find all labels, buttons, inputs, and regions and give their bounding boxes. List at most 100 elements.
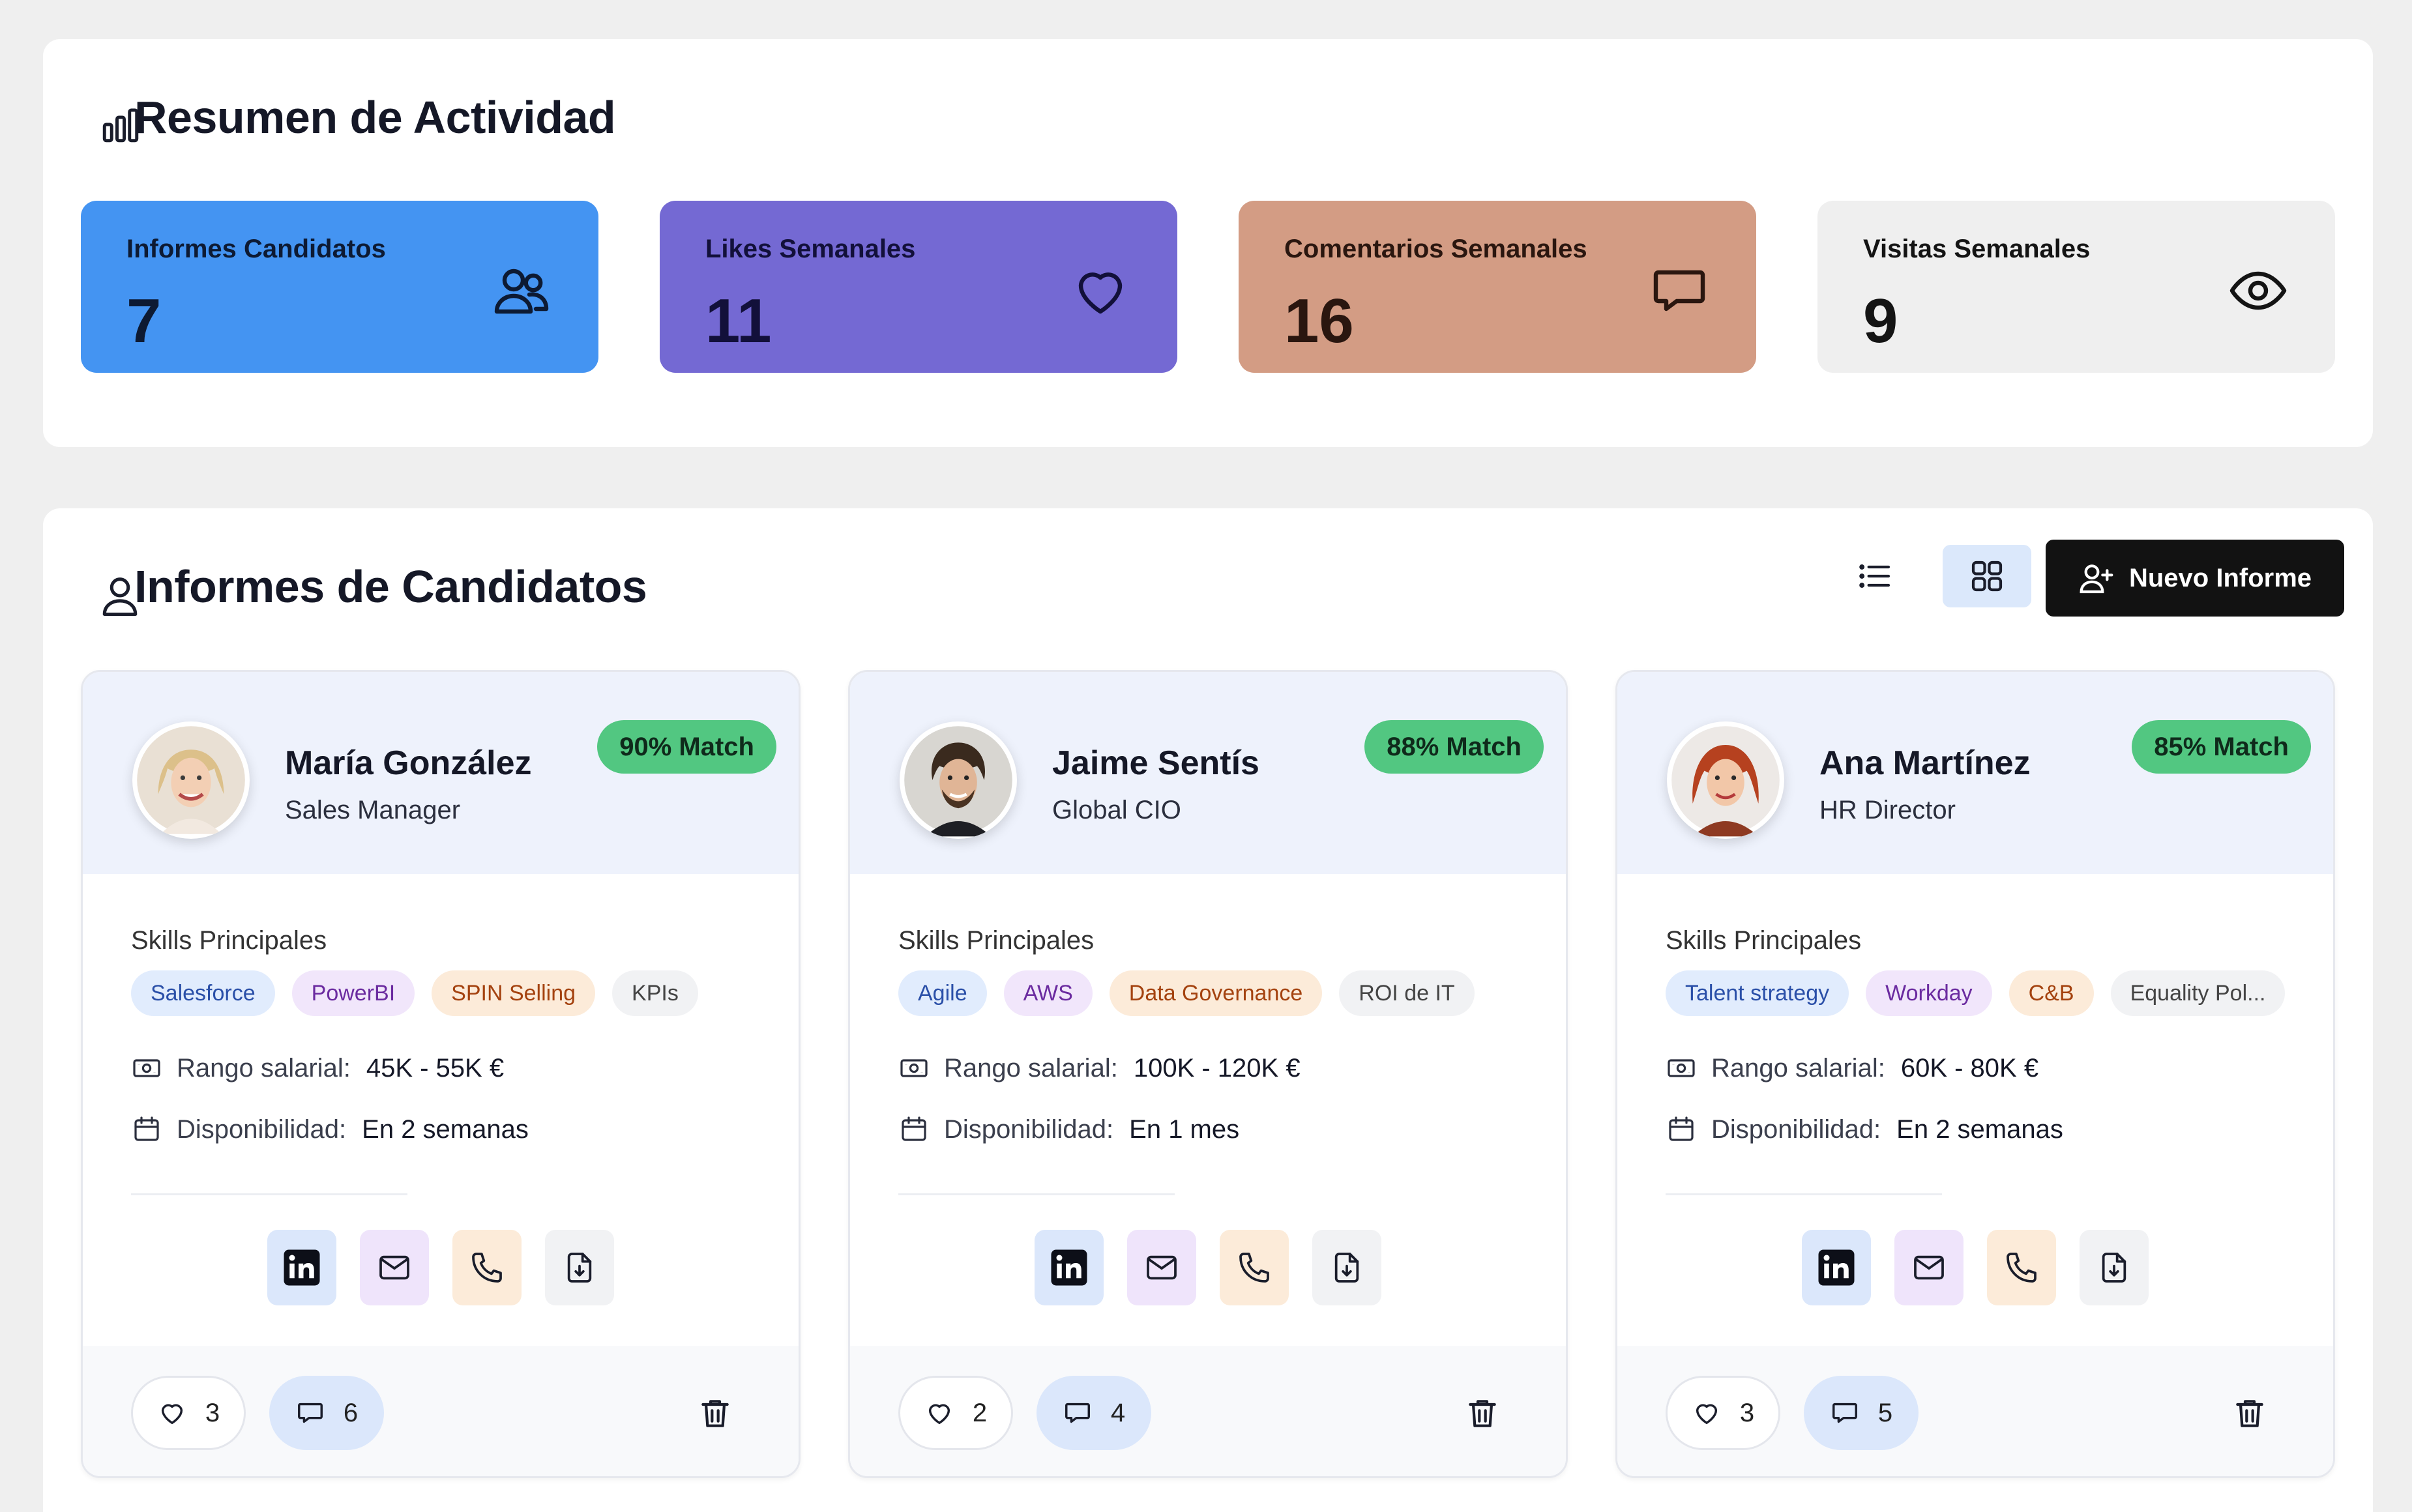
new-report-button[interactable]: Nuevo Informe xyxy=(2046,540,2344,617)
card-footer: 3 6 xyxy=(83,1346,799,1476)
divider xyxy=(131,1193,407,1195)
salary-value: 60K - 80K € xyxy=(1900,1053,2039,1083)
card-footer: 2 4 xyxy=(850,1346,1566,1476)
candidate-card[interactable]: Ana Martínez HR Director 85% Match Skill… xyxy=(1615,670,2335,1478)
grid-view-button[interactable] xyxy=(1943,545,2031,607)
email-button[interactable] xyxy=(1127,1230,1196,1305)
availability-row: Disponibilidad: En 2 semanas xyxy=(131,1114,529,1145)
skills-list: Agile AWS Data Governance ROI de IT xyxy=(898,970,1475,1016)
candidate-card[interactable]: Jaime Sentís Global CIO 88% Match Skills… xyxy=(848,670,1568,1478)
like-button[interactable]: 3 xyxy=(131,1376,246,1450)
salary-row: Rango salarial: 100K - 120K € xyxy=(898,1053,1301,1084)
comments-button[interactable]: 6 xyxy=(269,1376,384,1450)
skill-chip: Talent strategy xyxy=(1666,970,1849,1016)
download-report-button[interactable] xyxy=(1312,1230,1381,1305)
stat-value: 9 xyxy=(1863,286,1898,356)
phone-button[interactable] xyxy=(1220,1230,1289,1305)
availability-row: Disponibilidad: En 1 mes xyxy=(898,1114,1239,1145)
contact-actions xyxy=(83,1230,799,1305)
stat-card-likes[interactable]: Likes Semanales 11 xyxy=(660,201,1177,373)
list-icon xyxy=(1859,564,1890,588)
comments-button[interactable]: 5 xyxy=(1804,1376,1919,1450)
calendar-icon xyxy=(902,1116,926,1141)
like-count: 3 xyxy=(205,1398,220,1427)
availability-label: Disponibilidad: xyxy=(944,1114,1114,1144)
reports-title: Informes de Candidatos xyxy=(134,561,647,612)
candidate-name: Ana Martínez xyxy=(1819,744,2031,782)
salary-row: Rango salarial: 60K - 80K € xyxy=(1666,1053,2038,1084)
trash-icon[interactable] xyxy=(2231,1395,2268,1432)
availability-value: En 2 semanas xyxy=(1896,1114,2063,1144)
user-icon xyxy=(102,577,138,617)
stat-card-visits[interactable]: Visitas Semanales 9 xyxy=(1817,201,2335,373)
message-icon xyxy=(1832,1403,1857,1423)
email-button[interactable] xyxy=(360,1230,429,1305)
salary-label: Rango salarial: xyxy=(944,1053,1118,1083)
like-button[interactable]: 2 xyxy=(898,1376,1013,1450)
new-report-label: Nuevo Informe xyxy=(2128,563,2312,592)
like-count: 3 xyxy=(1739,1398,1755,1427)
contact-actions xyxy=(850,1230,1566,1305)
skills-list: Talent strategy Workday C&B Equality Pol… xyxy=(1666,970,2286,1016)
linkedin-button[interactable] xyxy=(1035,1230,1104,1305)
salary-value: 100K - 120K € xyxy=(1133,1053,1301,1083)
message-icon xyxy=(1653,270,1705,312)
linkedin-icon xyxy=(1051,1249,1087,1286)
like-count: 2 xyxy=(972,1398,988,1427)
linkedin-icon xyxy=(1818,1249,1855,1286)
availability-label: Disponibilidad: xyxy=(1711,1114,1881,1144)
heart-icon xyxy=(1078,272,1123,314)
heart-icon xyxy=(928,1404,950,1425)
money-icon xyxy=(900,1059,928,1077)
candidate-name: Jaime Sentís xyxy=(1052,744,1259,782)
download-report-button[interactable] xyxy=(545,1230,614,1305)
linkedin-button[interactable] xyxy=(267,1230,336,1305)
comments-button[interactable]: 4 xyxy=(1037,1376,1151,1450)
phone-button[interactable] xyxy=(452,1230,522,1305)
stat-label: Informes Candidatos xyxy=(126,235,386,263)
calendar-icon xyxy=(1669,1116,1694,1141)
money-icon xyxy=(133,1059,160,1077)
stat-label: Visitas Semanales xyxy=(1863,235,2091,263)
stat-value: 16 xyxy=(1284,286,1354,356)
phone-button[interactable] xyxy=(1987,1230,2056,1305)
skills-title: Skills Principales xyxy=(1666,926,1862,955)
activity-summary-panel: Resumen de Actividad Informes Candidatos… xyxy=(43,39,2373,447)
stat-label: Likes Semanales xyxy=(705,235,916,263)
list-view-button[interactable] xyxy=(1842,545,1907,607)
like-button[interactable]: 3 xyxy=(1666,1376,1780,1450)
trash-icon[interactable] xyxy=(697,1395,733,1432)
skill-chip: Equality Pol... xyxy=(2110,970,2286,1016)
candidate-card[interactable]: María González Sales Manager 90% Match S… xyxy=(81,670,801,1478)
contact-actions xyxy=(1617,1230,2333,1305)
comment-count: 6 xyxy=(343,1398,359,1427)
stat-value: 7 xyxy=(126,286,162,356)
mail-icon xyxy=(379,1255,409,1280)
linkedin-icon xyxy=(284,1249,320,1286)
skills-title: Skills Principales xyxy=(131,926,327,955)
candidate-role: HR Director xyxy=(1819,796,1956,824)
grid-icon xyxy=(1971,560,2003,592)
skill-chip: Workday xyxy=(1866,970,1992,1016)
skill-chip: ROI de IT xyxy=(1339,970,1475,1016)
skill-chip: Agile xyxy=(898,970,987,1016)
candidate-reports-panel: Informes de Candidatos Nuevo Informe xyxy=(43,508,2373,1512)
skill-chip: C&B xyxy=(2008,970,2094,1016)
card-footer: 3 5 xyxy=(1617,1346,2333,1476)
skill-chip: Data Governance xyxy=(1109,970,1323,1016)
availability-value: En 1 mes xyxy=(1129,1114,1240,1144)
match-badge: 88% Match xyxy=(1364,720,1544,774)
download-report-button[interactable] xyxy=(2080,1230,2149,1305)
stat-card-comments[interactable]: Comentarios Semanales 16 xyxy=(1239,201,1756,373)
salary-label: Rango salarial: xyxy=(1711,1053,1885,1083)
stat-card-reports[interactable]: Informes Candidatos 7 xyxy=(81,201,598,373)
avatar xyxy=(1667,721,1784,839)
skills-list: Salesforce PowerBI SPIN Selling KPIs xyxy=(131,970,698,1016)
trash-icon[interactable] xyxy=(1464,1395,1501,1432)
skill-chip: AWS xyxy=(1003,970,1093,1016)
availability-value: En 2 semanas xyxy=(362,1114,529,1144)
divider xyxy=(898,1193,1175,1195)
linkedin-button[interactable] xyxy=(1802,1230,1871,1305)
message-icon xyxy=(1065,1403,1090,1423)
email-button[interactable] xyxy=(1894,1230,1963,1305)
